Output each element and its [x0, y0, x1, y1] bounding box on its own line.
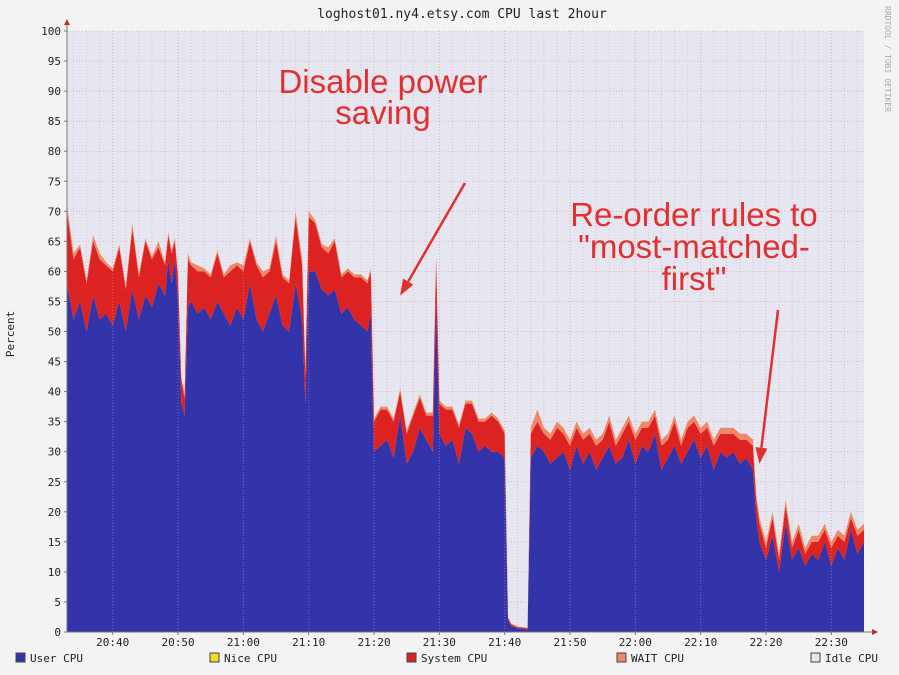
x-tick-label-0: 20:40: [96, 636, 129, 649]
y-tick-label-11: 55: [48, 295, 61, 308]
annotation-arrow-1: [760, 309, 780, 448]
y-tick-label-20: 100: [41, 25, 61, 38]
y-tick-label-17: 85: [48, 115, 61, 128]
major-grid: [112, 31, 832, 632]
x-tick-label-10: 22:20: [749, 636, 782, 649]
x-tick-label-2: 21:00: [227, 636, 260, 649]
x-axis-arrow: [872, 629, 878, 635]
annotation-1-line-0: Re-order rules to: [570, 196, 818, 233]
y-tick-label-2: 10: [48, 566, 61, 579]
legend-swatch-system-cpu: [406, 652, 417, 663]
y-tick-label-0: 0: [54, 626, 61, 639]
y-axis-ticks: 0 5 10 15 20 25 30 35 40 45 50 55 60 65 70 75 80 85 90 95 10…: [41, 25, 67, 639]
x-tick-label-4: 21:20: [357, 636, 390, 649]
y-tick-label-1: 5: [54, 596, 61, 609]
stacked-areas: [67, 205, 864, 632]
x-tick-label-3: 21:10: [292, 636, 325, 649]
y-tick-label-5: 25: [48, 476, 61, 489]
y-tick-label-18: 90: [48, 85, 61, 98]
y-tick-label-6: 30: [48, 446, 61, 459]
legend-label-user-cpu: User CPU: [30, 652, 83, 665]
legend-swatch-nice-cpu: [209, 652, 220, 663]
legend-label-nice-cpu: Nice CPU: [224, 652, 277, 665]
y-axis-arrow: [64, 19, 70, 25]
y-tick-label-15: 75: [48, 175, 61, 188]
y-tick-label-9: 45: [48, 356, 61, 369]
legend-label-idle-cpu: Idle CPU: [825, 652, 878, 665]
annotation-arrowhead-1: [755, 447, 768, 464]
annotation-1-line-2: first": [662, 260, 727, 297]
annotation-0-line-1: saving: [335, 94, 430, 131]
legend: User CPU Nice CPU System CPU WAIT CPU Idle C…: [15, 652, 878, 665]
y-tick-label-4: 20: [48, 506, 61, 519]
y-tick-label-13: 65: [48, 235, 61, 248]
y-tick-label-7: 35: [48, 416, 61, 429]
legend-label-wait-cpu: WAIT CPU: [631, 652, 684, 665]
y-tick-label-8: 40: [48, 386, 61, 399]
y-tick-label-14: 70: [48, 205, 61, 218]
y-tick-label-10: 50: [48, 326, 61, 339]
legend-swatch-user-cpu: [15, 652, 26, 663]
x-tick-label-5: 21:30: [423, 636, 456, 649]
x-tick-label-7: 21:50: [553, 636, 586, 649]
legend-swatch-wait-cpu: [616, 652, 627, 663]
y-tick-label-12: 60: [48, 265, 61, 278]
legend-swatch-idle-cpu: [810, 652, 821, 663]
chart-watermark: RRDTOOL / TOBI OETIKER: [883, 6, 892, 112]
annotation-0-line-0: Disable power: [278, 63, 487, 100]
y-axis-label: Percent: [4, 311, 17, 357]
y-tick-label-3: 15: [48, 536, 61, 549]
area-user-cpu: [67, 259, 864, 632]
annotation-1-line-1: "most-matched-: [578, 228, 810, 265]
annotation-arrow-0: [407, 182, 467, 283]
x-tick-label-9: 22:10: [684, 636, 717, 649]
y-tick-label-19: 95: [48, 55, 61, 68]
x-tick-label-8: 22:00: [619, 636, 652, 649]
x-tick-label-1: 20:50: [161, 636, 194, 649]
legend-label-system-cpu: System CPU: [421, 652, 487, 665]
x-tick-label-11: 22:30: [815, 636, 848, 649]
area-system-cpu: [67, 211, 864, 630]
annotation-arrowhead-0: [400, 278, 414, 296]
x-tick-label-6: 21:40: [488, 636, 521, 649]
chart-title: loghost01.ny4.etsy.com CPU last 2hour: [317, 7, 607, 22]
x-axis-ticks: 20:40 20:50 21:00 21:10 21:20 21:30 21:40 21:50…: [96, 632, 848, 649]
y-tick-label-16: 80: [48, 145, 61, 158]
